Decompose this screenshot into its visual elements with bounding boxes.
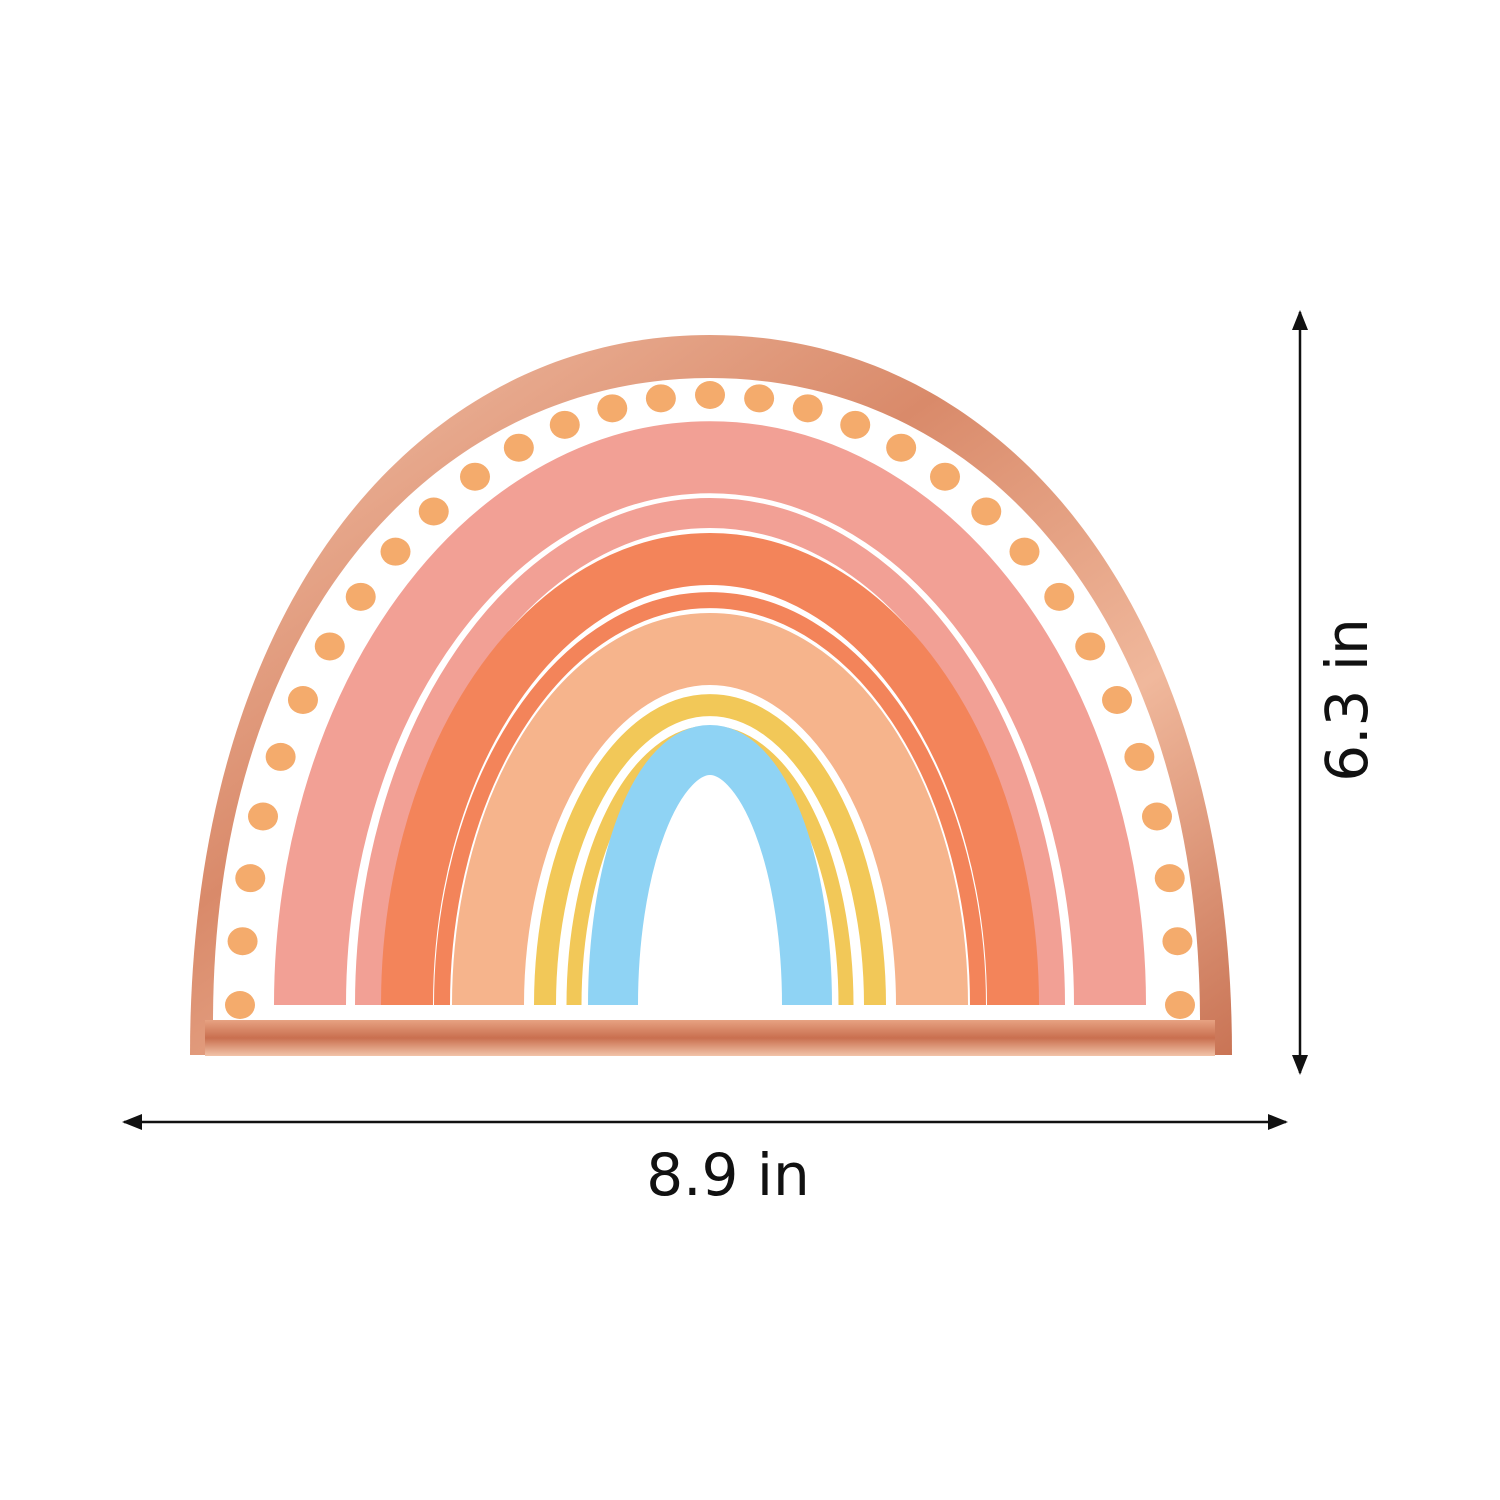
dot-ring	[225, 381, 1195, 1019]
dot	[287, 686, 318, 714]
rainbow-band	[588, 725, 832, 1006]
rainbow-band	[355, 498, 1065, 1006]
dot	[1154, 864, 1185, 893]
dot	[380, 537, 411, 566]
rainbow-band	[274, 421, 1146, 1006]
dot	[840, 410, 871, 439]
dot	[1162, 927, 1193, 956]
rainbow-band	[434, 592, 986, 1006]
dot	[645, 384, 676, 413]
rainbow-band	[452, 613, 968, 1006]
dot	[248, 802, 279, 831]
dot	[695, 381, 725, 409]
dot	[1075, 632, 1106, 661]
dot	[792, 394, 823, 423]
plate-base-rim	[205, 1020, 1215, 1056]
rainbow-plate	[190, 335, 1232, 1056]
dot	[744, 384, 775, 413]
dot	[345, 582, 376, 611]
height-label: 6.3 in	[1313, 618, 1381, 782]
dot	[930, 462, 960, 491]
dot	[235, 864, 266, 893]
dot	[460, 462, 490, 491]
rainbow-band	[381, 533, 1039, 1006]
dot	[1044, 582, 1075, 611]
dot	[1009, 537, 1040, 566]
dot	[597, 394, 628, 423]
dot	[225, 991, 255, 1019]
dot	[971, 497, 1002, 526]
rainbow-band	[534, 694, 886, 1006]
dot	[503, 433, 534, 462]
dot	[1165, 991, 1195, 1019]
width-label: 8.9 in	[646, 1141, 810, 1209]
dot	[227, 927, 258, 956]
dot	[886, 433, 917, 462]
dot	[314, 632, 345, 661]
dot	[1141, 802, 1172, 831]
rainbow-bands	[274, 421, 1146, 1006]
dot	[265, 742, 296, 771]
dot	[418, 497, 449, 526]
dot	[1124, 742, 1155, 771]
dot	[549, 410, 580, 439]
dot	[1102, 686, 1133, 714]
